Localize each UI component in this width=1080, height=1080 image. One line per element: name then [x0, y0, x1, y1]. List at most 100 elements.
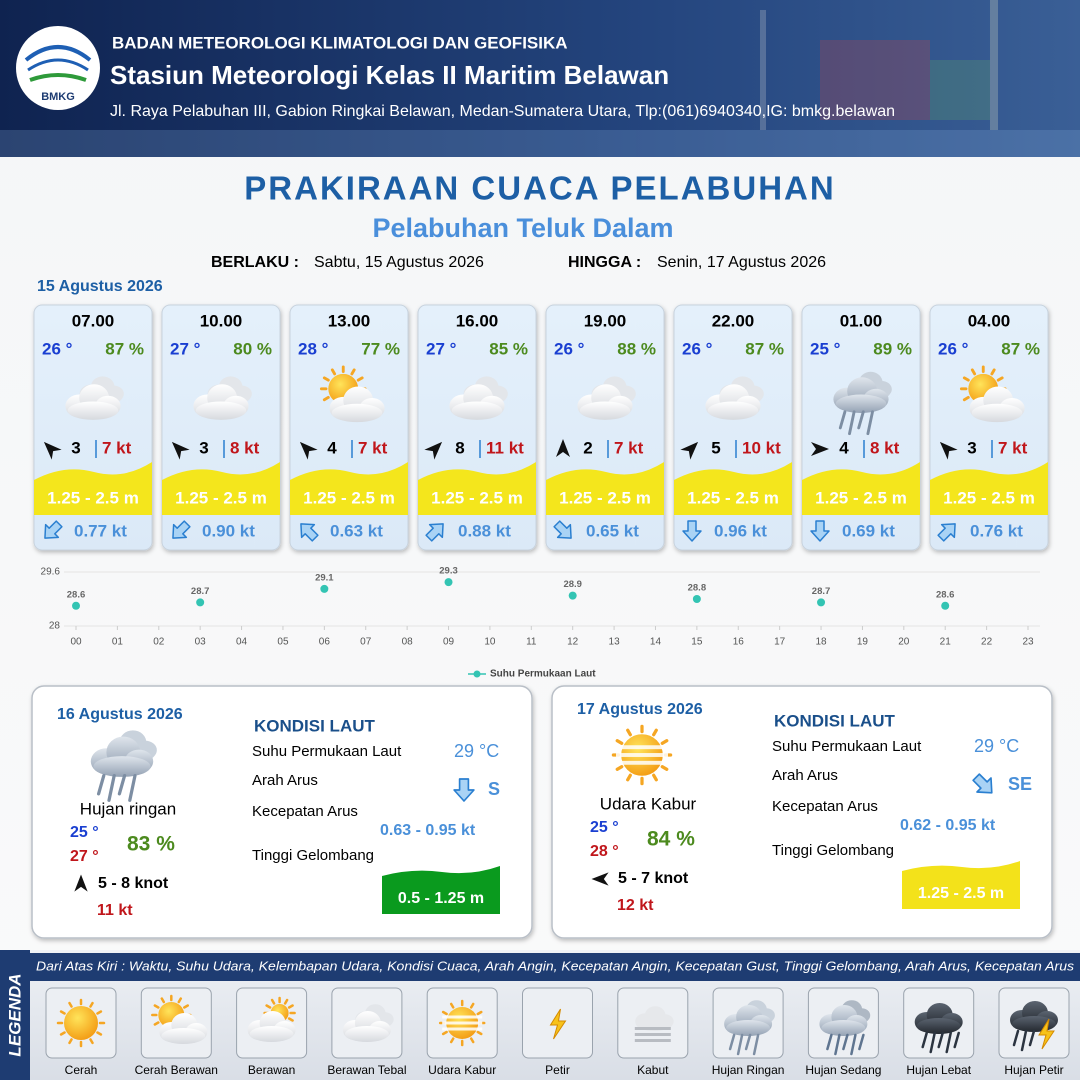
legend-description: Dari Atas Kiri : Waktu, Suhu Udara, Kele…: [36, 959, 1074, 973]
header-band: [0, 0, 1080, 157]
wave: [418, 462, 536, 515]
wind-speed: 4: [327, 438, 337, 457]
sea-label: Kecepatan Arus: [772, 798, 878, 815]
fog: [634, 1039, 671, 1042]
y-tick-label: 28: [49, 621, 61, 632]
rain: [117, 773, 127, 796]
title: PRAKIRAAN CUACA PELABUHAN: [244, 170, 835, 207]
cloud-part: [726, 1020, 771, 1036]
sea-label: Kecepatan Arus: [252, 803, 358, 820]
wave: [674, 462, 792, 515]
current-speed: 0.69 kt: [842, 521, 895, 540]
legend-bar: [30, 953, 1080, 981]
rain: [838, 410, 847, 430]
wind-speed: 2: [583, 438, 592, 457]
current-speed: 0.63 - 0.95 kt: [380, 822, 476, 839]
rain: [834, 1033, 841, 1056]
sun-ray: [96, 1010, 103, 1015]
y-tick-label: 29.6: [41, 567, 61, 578]
sun-ray: [449, 1002, 455, 1009]
x-tick-label: 18: [815, 637, 827, 648]
wind: 5 - 7 knot: [618, 870, 689, 887]
weather-icon: [342, 1004, 394, 1042]
humidity: 77 %: [361, 339, 400, 358]
gust: 11 kt: [97, 902, 133, 919]
humidity: 84 %: [647, 828, 695, 851]
wind-arrow: [171, 441, 190, 460]
legend-item-label: Cerah Berawan: [135, 1063, 218, 1077]
rain: [857, 410, 865, 430]
current-speed: 0.76 kt: [970, 521, 1023, 540]
current-arrow: [937, 523, 956, 542]
sun-ray: [68, 1038, 73, 1045]
sun-ray: [615, 765, 624, 771]
sun: [64, 1006, 98, 1040]
data-label: 28.8: [688, 583, 707, 594]
haze: [616, 753, 668, 757]
time: 22.00: [712, 311, 755, 330]
wave: [162, 462, 280, 515]
x-tick-label: 12: [567, 637, 579, 648]
x-tick-label: 17: [774, 637, 786, 648]
wave-height: 0.5 - 1.25 m: [398, 890, 484, 907]
header-scenery: [0, 0, 1080, 157]
wave-height: 1.25 - 2.5 m: [175, 488, 267, 507]
cloud: [159, 1013, 208, 1044]
haze: [442, 1021, 483, 1025]
sun-ray: [322, 395, 330, 402]
current-arrow: [553, 520, 572, 539]
sun-ray: [350, 368, 356, 376]
legend-item-label: Udara Kabur: [428, 1063, 496, 1077]
gust: 8 kt: [230, 438, 260, 457]
weather-icon: [549, 1008, 567, 1040]
validity-label: HINGGA :: [568, 254, 641, 271]
data-point: [568, 591, 577, 600]
cloud-part: [161, 1028, 206, 1044]
address: Jl. Raya Pelabuhan III, Gabion Ringkai B…: [110, 103, 895, 120]
lightning: [1038, 1018, 1055, 1050]
condition: Hujan ringan: [80, 799, 176, 818]
x-tick-label: 16: [733, 637, 745, 648]
wind-arrow: [680, 441, 699, 460]
current-arrow: [810, 520, 830, 542]
sun-ray: [962, 395, 970, 402]
wave-height: 1.25 - 2.5 m: [559, 488, 651, 507]
rain: [96, 773, 106, 796]
sun-ray: [177, 997, 183, 1004]
wind-speed: 3: [199, 438, 208, 457]
gust: 7 kt: [102, 438, 132, 457]
date: 16 Agustus 2026: [57, 706, 183, 723]
sea-title: KONDISI LAUT: [774, 711, 896, 730]
data-point: [941, 601, 950, 610]
haze: [616, 760, 668, 765]
current-speed: 0.62 - 0.95 kt: [900, 817, 996, 834]
rain: [1012, 1029, 1020, 1047]
wave-height: 1.25 - 2.5 m: [918, 885, 1004, 902]
sea-label: Suhu Permukaan Laut: [772, 738, 922, 755]
haze: [616, 745, 668, 750]
rain: [128, 773, 137, 802]
cloud-part: [835, 394, 887, 413]
current-arrow: [44, 520, 63, 539]
data-label: 29.3: [439, 566, 458, 577]
current-arrow: [172, 520, 191, 539]
sun-ray: [330, 368, 337, 376]
humidity: 89 %: [873, 339, 912, 358]
current-arrow: [682, 520, 702, 542]
current-dir: SE: [1008, 774, 1032, 794]
data-point: [72, 601, 80, 610]
x-tick-label: 07: [360, 637, 372, 648]
rain: [1020, 1029, 1028, 1052]
sun-ray: [356, 376, 364, 382]
wind-speed: 3: [967, 438, 976, 457]
data-point: [196, 598, 205, 607]
rain: [929, 1031, 936, 1054]
sun-ray: [270, 998, 276, 1005]
agency: BADAN METEOROLOGI KLIMATOLOGI DAN GEOFIS…: [112, 33, 568, 52]
sea-label: Tinggi Gelombang: [252, 847, 374, 864]
time: 16.00: [456, 311, 499, 330]
rain: [866, 410, 874, 436]
fog: [634, 1033, 671, 1036]
legend-marker: [473, 670, 481, 678]
